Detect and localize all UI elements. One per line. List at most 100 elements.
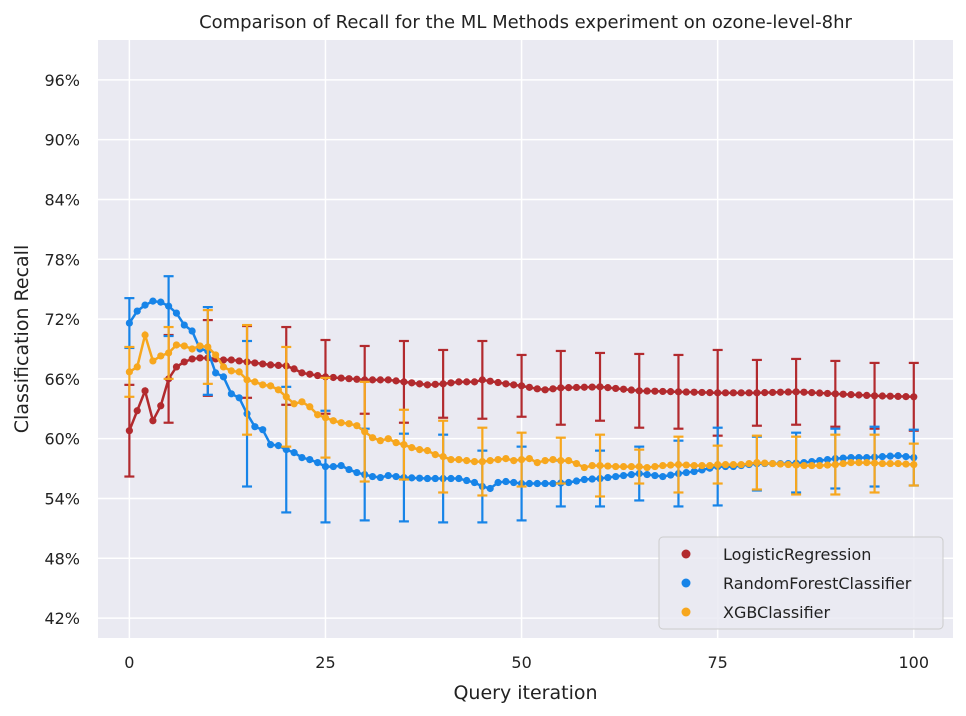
data-point-xgbclassifier — [627, 462, 635, 471]
data-point-xgbclassifier — [753, 458, 761, 467]
legend-item-randomforestclassifier: RandomForestClassifier — [681, 574, 912, 593]
data-point-randomforestclassifier — [447, 474, 455, 483]
data-point-xgbclassifier — [651, 462, 659, 471]
data-point-xgbclassifier — [549, 456, 557, 464]
data-point-xgbclassifier — [572, 459, 581, 468]
data-point-randomforestclassifier — [314, 458, 322, 467]
y-tick-label: 66% — [44, 370, 80, 389]
data-point-xgbclassifier — [839, 459, 847, 468]
data-point-logisticregression — [847, 391, 855, 399]
data-point-logisticregression — [525, 383, 534, 391]
data-point-randomforestclassifier — [337, 461, 345, 470]
data-point-randomforestclassifier — [416, 474, 424, 482]
data-point-xgbclassifier — [376, 437, 384, 445]
data-point-xgbclassifier — [635, 462, 643, 471]
data-point-randomforestclassifier — [141, 301, 149, 309]
data-point-xgbclassifier — [204, 343, 212, 351]
data-point-logisticregression — [682, 388, 690, 396]
data-point-randomforestclassifier — [510, 478, 518, 487]
data-point-logisticregression — [384, 376, 392, 384]
data-point-randomforestclassifier — [431, 474, 439, 483]
data-point-logisticregression — [823, 389, 832, 398]
data-point-xgbclassifier — [557, 456, 565, 465]
data-point-xgbclassifier — [525, 455, 534, 463]
data-point-logisticregression — [510, 381, 518, 389]
data-point-logisticregression — [690, 388, 698, 396]
data-point-xgbclassifier — [902, 460, 910, 468]
data-point-xgbclassifier — [196, 342, 204, 350]
data-point-xgbclassifier — [494, 456, 502, 464]
data-point-logisticregression — [878, 392, 887, 400]
data-point-logisticregression — [463, 378, 471, 386]
data-point-logisticregression — [596, 383, 604, 391]
data-point-randomforestclassifier — [282, 446, 290, 454]
data-point-logisticregression — [643, 387, 651, 395]
data-point-logisticregression — [188, 355, 196, 363]
data-point-randomforestclassifier — [290, 449, 298, 457]
data-point-logisticregression — [157, 402, 165, 410]
data-point-randomforestclassifier — [902, 453, 910, 461]
data-point-xgbclassifier — [831, 460, 839, 469]
data-point-logisticregression — [886, 392, 894, 400]
data-point-xgbclassifier — [125, 368, 133, 376]
x-tick-label: 50 — [511, 653, 531, 672]
data-point-xgbclassifier — [674, 460, 683, 469]
data-point-xgbclassifier — [188, 345, 196, 353]
data-point-logisticregression — [533, 385, 541, 393]
data-point-randomforestclassifier — [494, 478, 502, 487]
data-point-randomforestclassifier — [376, 473, 384, 482]
data-point-randomforestclassifier — [172, 309, 181, 317]
data-point-logisticregression — [345, 375, 353, 383]
data-point-xgbclassifier — [870, 459, 879, 467]
data-point-xgbclassifier — [721, 460, 730, 469]
data-point-xgbclassifier — [761, 459, 769, 467]
data-point-logisticregression — [447, 379, 455, 387]
data-point-xgbclassifier — [800, 461, 808, 470]
y-tick-label: 78% — [44, 250, 80, 269]
data-point-randomforestclassifier — [823, 456, 832, 464]
data-point-randomforestclassifier — [619, 471, 628, 480]
data-point-logisticregression — [776, 388, 785, 396]
data-point-randomforestclassifier — [847, 454, 855, 462]
data-point-xgbclassifier — [863, 458, 871, 467]
data-point-xgbclassifier — [612, 462, 620, 471]
data-point-randomforestclassifier — [329, 462, 337, 471]
data-point-randomforestclassifier — [690, 467, 698, 476]
data-point-xgbclassifier — [172, 341, 181, 349]
data-point-randomforestclassifier — [188, 327, 196, 335]
data-point-randomforestclassifier — [502, 477, 510, 486]
data-point-logisticregression — [627, 386, 635, 394]
x-tick-label: 75 — [707, 653, 727, 672]
data-point-randomforestclassifier — [180, 321, 188, 329]
data-point-logisticregression — [565, 384, 573, 392]
tick-labels: 0 25 50 75 100 42% 48% 54% 60% 66% 72% 78% 84% 90% 96% — [44, 71, 929, 672]
data-point-xgbclassifier — [290, 400, 298, 408]
data-point-logisticregression — [855, 391, 863, 399]
data-point-randomforestclassifier — [463, 476, 471, 485]
data-point-randomforestclassifier — [604, 473, 612, 482]
data-point-xgbclassifier — [455, 456, 463, 464]
data-point-xgbclassifier — [784, 460, 792, 469]
data-point-xgbclassifier — [792, 461, 800, 469]
data-point-logisticregression — [274, 361, 283, 370]
data-point-xgbclassifier — [274, 386, 283, 394]
data-point-logisticregression — [768, 388, 777, 397]
data-point-logisticregression — [517, 382, 526, 390]
data-point-xgbclassifier — [533, 458, 541, 467]
data-point-xgbclassifier — [643, 463, 651, 472]
data-point-logisticregression — [612, 384, 620, 393]
data-point-logisticregression — [196, 354, 204, 362]
data-point-xgbclassifier — [619, 462, 628, 471]
data-point-randomforestclassifier — [274, 442, 283, 450]
data-point-randomforestclassifier — [125, 319, 133, 327]
data-point-randomforestclassifier — [408, 474, 416, 482]
data-point-logisticregression — [635, 387, 643, 395]
data-point-xgbclassifier — [133, 363, 141, 371]
legend-marker — [681, 549, 691, 559]
data-point-xgbclassifier — [447, 456, 455, 464]
data-point-xgbclassifier — [157, 352, 165, 360]
x-tick-label: 100 — [899, 653, 930, 672]
data-point-randomforestclassifier — [651, 471, 659, 480]
data-point-randomforestclassifier — [533, 479, 541, 488]
data-point-randomforestclassifier — [227, 390, 235, 398]
